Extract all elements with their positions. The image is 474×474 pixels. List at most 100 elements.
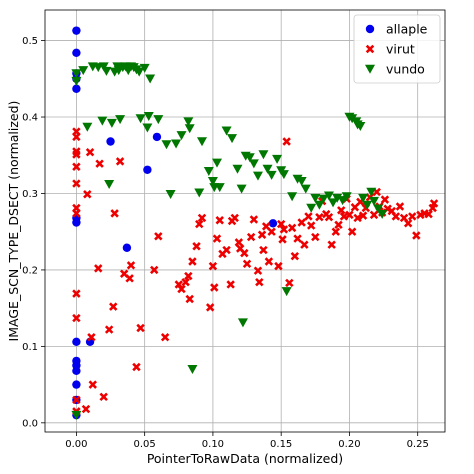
data-point-virut <box>81 404 91 414</box>
legend-marker <box>365 24 375 34</box>
data-point-vundo <box>358 193 369 203</box>
data-point-vundo <box>203 167 214 177</box>
data-point-virut <box>255 277 264 287</box>
axis-ticks: 0.00 0.05 0.10 0.15 0.20 0.25 0.0 0.1 0.2 0.3 0.4 0… <box>22 36 429 450</box>
data-point-virut <box>339 212 349 221</box>
data-point-vundo <box>71 410 82 420</box>
data-point-virut <box>257 230 267 239</box>
data-point-vundo <box>98 62 109 72</box>
data-point-allaple <box>122 243 132 252</box>
data-point-virut <box>276 219 286 229</box>
data-point-vundo <box>366 187 377 197</box>
data-point-virut <box>234 238 244 247</box>
y-axis-label: IMAGE_SCN_TYPE_DSECT (normalized) <box>6 101 21 342</box>
data-point-vundo <box>362 200 373 210</box>
data-point-vundo <box>161 140 172 150</box>
data-point-vundo <box>300 184 311 194</box>
data-point-allaple <box>72 366 81 376</box>
data-point-vundo <box>104 180 115 190</box>
data-point-virut <box>242 259 252 269</box>
data-point-virut <box>315 212 324 222</box>
data-point-vundo <box>101 66 112 76</box>
data-point-vundo <box>165 189 176 199</box>
data-point-vundo <box>142 123 153 133</box>
data-point-vundo <box>278 170 289 180</box>
data-point-vundo <box>134 67 145 77</box>
data-point-virut <box>72 313 81 323</box>
data-point-virut <box>174 280 184 289</box>
data-point-vundo <box>71 76 82 86</box>
data-point-vundo <box>266 170 277 180</box>
data-point-vundo <box>373 204 384 214</box>
data-point-vundo <box>272 154 283 164</box>
data-point-virut <box>94 264 103 273</box>
data-point-vundo <box>310 193 321 203</box>
data-point-vundo <box>197 137 207 147</box>
data-point-virut <box>188 257 197 266</box>
data-point-virut <box>99 392 108 402</box>
data-point-virut <box>126 261 136 270</box>
data-point-virut <box>210 283 219 292</box>
data-point-virut <box>72 209 81 218</box>
data-point-vundo <box>292 174 303 184</box>
data-point-virut <box>222 245 231 255</box>
data-point-vundo <box>341 192 352 202</box>
data-point-virut <box>154 232 163 241</box>
data-point-virut <box>195 219 204 229</box>
data-point-virut <box>331 227 341 236</box>
data-point-virut <box>369 210 379 220</box>
data-point-virut <box>160 332 170 342</box>
data-point-virut <box>136 323 145 333</box>
data-point-virut <box>215 216 224 225</box>
data-point-vundo <box>214 183 225 193</box>
data-point-virut <box>304 212 313 221</box>
data-point-virut <box>267 227 276 236</box>
data-point-virut <box>177 284 186 294</box>
data-point-virut <box>184 271 193 281</box>
data-point-virut <box>311 232 320 242</box>
data-point-vundo <box>153 115 164 125</box>
data-point-vundo <box>332 193 343 203</box>
data-point-virut <box>274 261 283 271</box>
data-point-vundo <box>97 116 108 126</box>
data-point-vundo <box>187 365 198 375</box>
y-tick-label: 0.5 <box>22 36 38 47</box>
data-point-virut <box>380 195 390 204</box>
data-point-virut <box>185 294 194 304</box>
data-point-vundo <box>287 192 298 202</box>
data-point-vundo <box>115 115 126 125</box>
x-tick-label: 0.00 <box>65 439 87 450</box>
legend-item-allaple: allaple <box>365 22 428 37</box>
data-point-virut <box>306 221 316 230</box>
data-point-virut <box>403 219 413 228</box>
data-point-vundo <box>296 177 307 186</box>
legend-label: allaple <box>386 22 428 37</box>
data-point-virut <box>347 227 357 236</box>
data-point-virut <box>293 234 302 243</box>
data-point-vundo <box>328 198 339 208</box>
data-point-vundo <box>244 153 255 163</box>
data-point-vundo <box>236 184 247 194</box>
data-point-virut <box>205 303 215 312</box>
data-point-virut <box>287 223 297 233</box>
legend-label: vundo <box>386 62 425 77</box>
series-virut <box>72 127 439 416</box>
data-point-virut <box>264 257 274 266</box>
y-tick-label: 0.3 <box>22 189 38 200</box>
data-point-virut <box>424 209 433 219</box>
data-point-virut <box>72 162 81 171</box>
data-point-vundo <box>171 139 182 149</box>
data-point-virut <box>132 362 141 372</box>
data-point-vundo <box>232 164 243 174</box>
data-point-virut <box>197 213 207 223</box>
data-point-virut <box>72 150 81 159</box>
data-point-vundo <box>82 122 93 132</box>
data-point-vundo <box>318 194 329 204</box>
x-tick-label: 0.15 <box>270 439 292 450</box>
data-point-vundo <box>258 150 269 160</box>
data-point-virut <box>278 235 287 244</box>
data-point-virut <box>72 179 81 188</box>
data-point-virut <box>192 242 201 251</box>
data-point-virut <box>249 215 259 224</box>
